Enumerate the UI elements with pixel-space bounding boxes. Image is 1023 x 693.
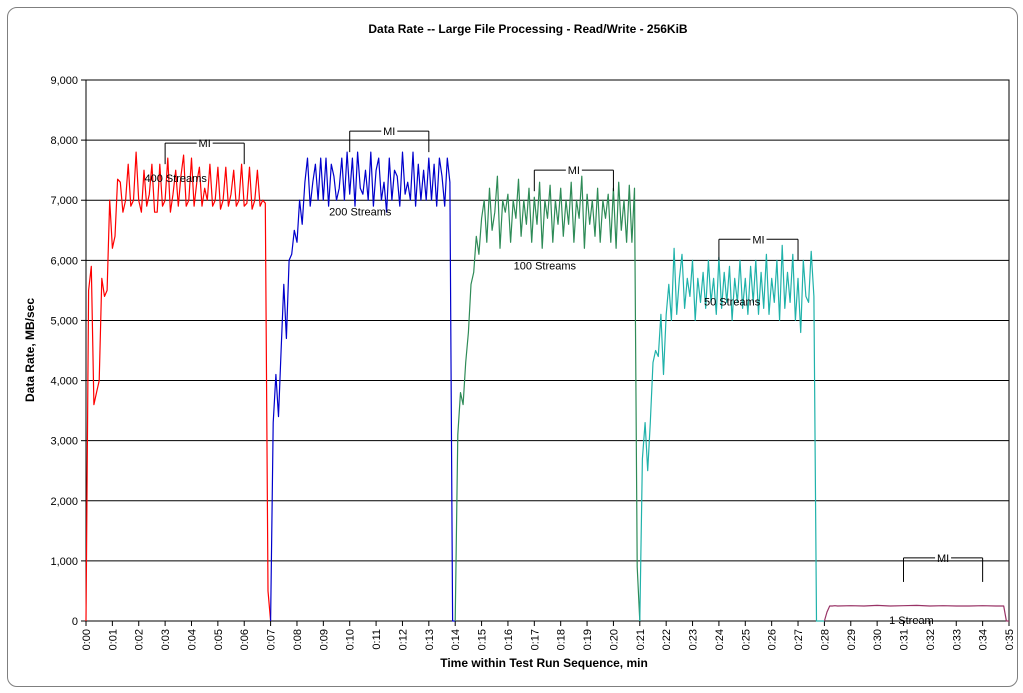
mi-bracket: MI [533, 165, 614, 192]
x-tick-label: 0:02 [134, 629, 146, 650]
x-tick-label: 0:13 [424, 629, 436, 650]
y-tick-label: 2,000 [50, 496, 78, 508]
x-tick-label: 0:23 [688, 629, 700, 650]
mi-bracket: MI [349, 126, 430, 153]
stream-label: 1 Stream [889, 615, 934, 627]
stream-label: 100 Streams [514, 260, 577, 272]
series-layer [85, 151, 1009, 622]
chart-frame [7, 7, 1018, 687]
x-tick-label: 0:04 [186, 629, 198, 650]
x-tick-label: 0:24 [714, 629, 726, 650]
x-tick-label: 0:10 [345, 629, 357, 650]
x-axis-ticks: 0:00 0:01 0:02 0:03 0:04 0:05 0:06 0:07 0:08 0:09… [81, 621, 1016, 650]
y-tick-label: 9,000 [50, 75, 78, 87]
x-tick-label: 0:08 [292, 629, 304, 650]
mi-bracket: MI [164, 138, 245, 165]
x-axis-title: Time within Test Run Sequence, min [440, 656, 648, 670]
x-tick-label: 0:18 [556, 629, 568, 650]
series-line-4 [639, 244, 825, 622]
chart-title: Data Rate -- Large File Processing - Rea… [368, 22, 688, 36]
series-line-3 [454, 175, 641, 622]
x-tick-label: 0:20 [608, 629, 620, 650]
x-tick-label: 0:17 [529, 629, 541, 650]
mi-bracket: MI [903, 553, 984, 582]
x-tick-label: 0:05 [213, 629, 225, 650]
plot-area-border [85, 79, 1010, 622]
x-tick-label: 0:35 [1004, 629, 1016, 650]
x-tick-label: 0:33 [951, 629, 963, 650]
x-tick-label: 0:15 [477, 629, 489, 650]
stream-label: 400 Streams [144, 173, 207, 185]
y-axis-title: Data Rate, MB/sec [23, 298, 37, 402]
x-tick-label: 0:21 [635, 629, 647, 650]
x-tick-label: 0:29 [846, 629, 858, 650]
x-tick-label: 0:07 [266, 629, 278, 650]
stream-label: 200 Streams [329, 206, 392, 218]
x-tick-label: 0:09 [318, 629, 330, 650]
series-line-1 [85, 151, 272, 622]
y-tick-label: 1,000 [50, 556, 78, 568]
annotation-layer: 400 Streams 200 Streams 100 Streams 50 Stre… [144, 126, 984, 627]
mi-bracket: MI [718, 234, 799, 261]
x-tick-label: 0:16 [503, 629, 515, 650]
x-tick-label: 0:03 [160, 629, 172, 650]
x-tick-label: 0:00 [81, 629, 93, 650]
mi-label: MI [937, 553, 949, 565]
y-tick-label: 6,000 [50, 255, 78, 267]
x-tick-label: 0:32 [925, 629, 937, 650]
mi-label: MI [383, 126, 395, 138]
x-tick-label: 0:31 [899, 629, 911, 650]
x-tick-label: 0:01 [107, 629, 119, 650]
x-tick-label: 0:28 [819, 629, 831, 650]
y-tick-label: 4,000 [50, 376, 78, 388]
y-tick-label: 3,000 [50, 436, 78, 448]
x-tick-label: 0:22 [661, 629, 673, 650]
x-tick-label: 0:14 [450, 629, 462, 650]
y-tick-label: 7,000 [50, 195, 78, 207]
y-tick-label: 0 [72, 616, 78, 628]
x-tick-label: 0:11 [371, 629, 383, 650]
mi-label: MI [199, 138, 211, 150]
x-tick-label: 0:34 [978, 629, 990, 650]
y-tick-label: 5,000 [50, 315, 78, 327]
x-tick-label: 0:26 [767, 629, 779, 650]
y-axis-ticks: 0 1,000 2,000 3,000 4,000 5,000 6,000 7,000 8,00… [50, 75, 86, 628]
x-tick-label: 0:06 [239, 629, 251, 650]
stream-label: 50 Streams [704, 296, 761, 308]
y-tick-label: 8,000 [50, 135, 78, 147]
x-tick-label: 0:19 [582, 629, 594, 650]
x-tick-label: 0:25 [740, 629, 752, 650]
x-tick-label: 0:30 [872, 629, 884, 650]
grid-layer [86, 79, 1009, 562]
mi-label: MI [752, 234, 764, 246]
x-tick-label: 0:27 [793, 629, 805, 650]
series-line-2 [270, 151, 456, 622]
x-tick-label: 0:12 [397, 629, 409, 650]
series-line-5 [823, 604, 1009, 622]
mi-label: MI [568, 165, 580, 177]
